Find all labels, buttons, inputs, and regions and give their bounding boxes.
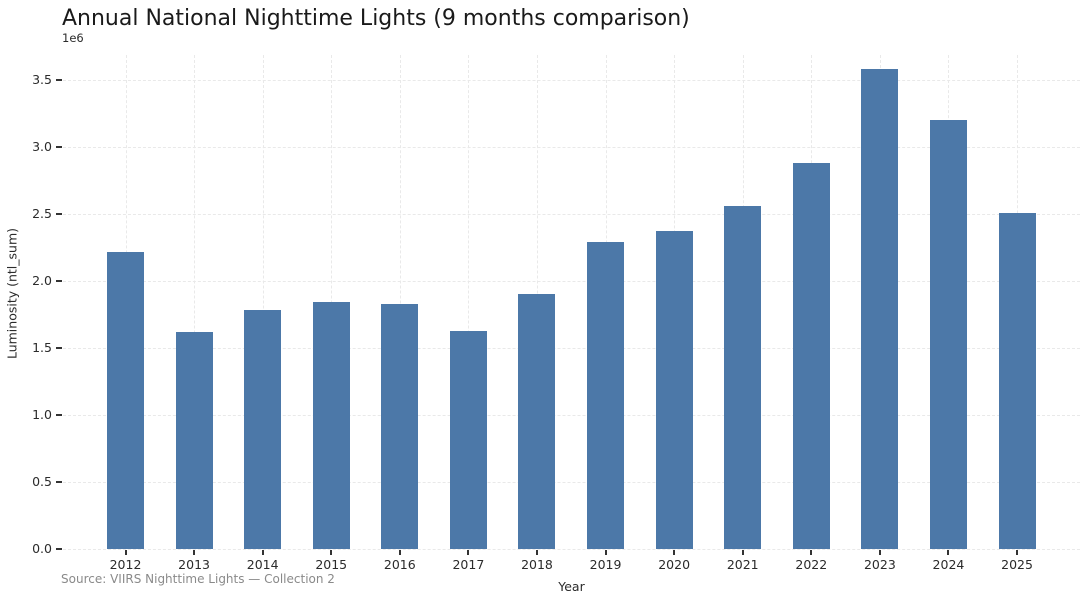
source-note: Source: VIIRS Nighttime Lights — Collect… <box>61 572 335 586</box>
y-tick-mark-3.0 <box>56 146 62 148</box>
y-tick-label-1.5: 1.5 <box>32 340 52 355</box>
gridline-vertical-2016 <box>399 55 401 549</box>
x-tick-label-2013: 2013 <box>178 557 210 572</box>
x-tick-label-2019: 2019 <box>589 557 622 572</box>
x-tick-label-2012: 2012 <box>109 557 142 572</box>
x-tick-label-2022: 2022 <box>795 557 828 572</box>
x-tick-mark-2017 <box>467 550 470 555</box>
gridline-horizontal-2.5 <box>63 214 1080 215</box>
chart-title: Annual National Nighttime Lights (9 mont… <box>62 6 690 31</box>
y-tick-mark-1.5 <box>56 347 62 349</box>
bar-2017 <box>449 330 487 549</box>
y-tick-label-0.0: 0.0 <box>32 541 52 556</box>
gridline-vertical-2017 <box>468 55 470 549</box>
x-tick-label-2021: 2021 <box>726 557 759 572</box>
x-tick-mark-2023 <box>878 550 881 555</box>
y-tick-label-2.5: 2.5 <box>32 206 52 221</box>
x-tick-mark-2014 <box>261 550 264 555</box>
x-tick-label-2023: 2023 <box>863 557 896 572</box>
gridline-horizontal-1.5 <box>63 348 1080 349</box>
gridline-horizontal-0.5 <box>63 482 1080 483</box>
x-tick-label-2024: 2024 <box>932 557 965 572</box>
bar-2023 <box>861 69 899 549</box>
x-tick-label-2017: 2017 <box>452 557 485 572</box>
bar-2012 <box>107 251 144 549</box>
x-tick-mark-2022 <box>810 550 813 555</box>
bar-2018 <box>518 294 556 549</box>
y-tick-label-3.5: 3.5 <box>32 72 52 87</box>
x-tick-mark-2025 <box>1016 550 1019 555</box>
x-tick-mark-2018 <box>535 550 538 555</box>
x-tick-mark-2019 <box>604 550 607 555</box>
x-tick-label-2025: 2025 <box>1001 557 1033 572</box>
plot-area <box>63 55 1080 550</box>
gridline-horizontal-0.0 <box>63 549 1080 550</box>
x-tick-mark-2024 <box>947 550 950 555</box>
y-tick-mark-0.0 <box>56 548 62 550</box>
y-tick-label-1.0: 1.0 <box>32 407 52 422</box>
x-tick-label-2016: 2016 <box>383 557 416 572</box>
bar-2014 <box>244 310 282 549</box>
gridline-vertical-2015 <box>331 55 333 549</box>
gridline-horizontal-1.0 <box>63 415 1080 416</box>
y-tick-label-2.0: 2.0 <box>32 273 52 288</box>
bar-2024 <box>929 120 967 549</box>
x-tick-mark-2013 <box>193 550 196 555</box>
bar-2019 <box>587 242 625 549</box>
gridline-horizontal-3.0 <box>63 147 1080 148</box>
x-tick-mark-2021 <box>741 550 744 555</box>
gridline-vertical-2013 <box>194 55 196 549</box>
x-tick-mark-2020 <box>673 550 676 555</box>
bar-2020 <box>655 231 693 549</box>
y-tick-mark-2.0 <box>56 280 62 282</box>
bar-2021 <box>724 205 762 549</box>
y-tick-mark-2.5 <box>56 213 62 215</box>
bar-2022 <box>792 163 830 549</box>
y-tick-mark-0.5 <box>56 481 62 483</box>
bar-2013 <box>175 331 213 549</box>
x-tick-mark-2012 <box>124 550 127 555</box>
bar-2016 <box>381 303 419 549</box>
x-axis-label: Year <box>558 579 585 594</box>
y-tick-label-3.0: 3.0 <box>32 139 52 154</box>
bar-2015 <box>312 302 350 549</box>
bar-2025 <box>998 212 1036 549</box>
x-tick-mark-2015 <box>330 550 333 555</box>
x-tick-label-2014: 2014 <box>246 557 279 572</box>
x-tick-label-2018: 2018 <box>521 557 553 572</box>
gridline-vertical-2014 <box>262 55 264 549</box>
x-tick-label-2015: 2015 <box>315 557 348 572</box>
gridline-horizontal-3.5 <box>63 80 1080 81</box>
y-tick-mark-3.5 <box>56 79 62 81</box>
gridline-horizontal-2.0 <box>63 281 1080 282</box>
x-tick-label-2020: 2020 <box>658 557 691 572</box>
y-tick-mark-1.0 <box>56 414 62 416</box>
y-tick-label-0.5: 0.5 <box>32 474 52 489</box>
x-tick-mark-2016 <box>398 550 401 555</box>
y-axis-offset-label: 1e6 <box>62 31 84 45</box>
